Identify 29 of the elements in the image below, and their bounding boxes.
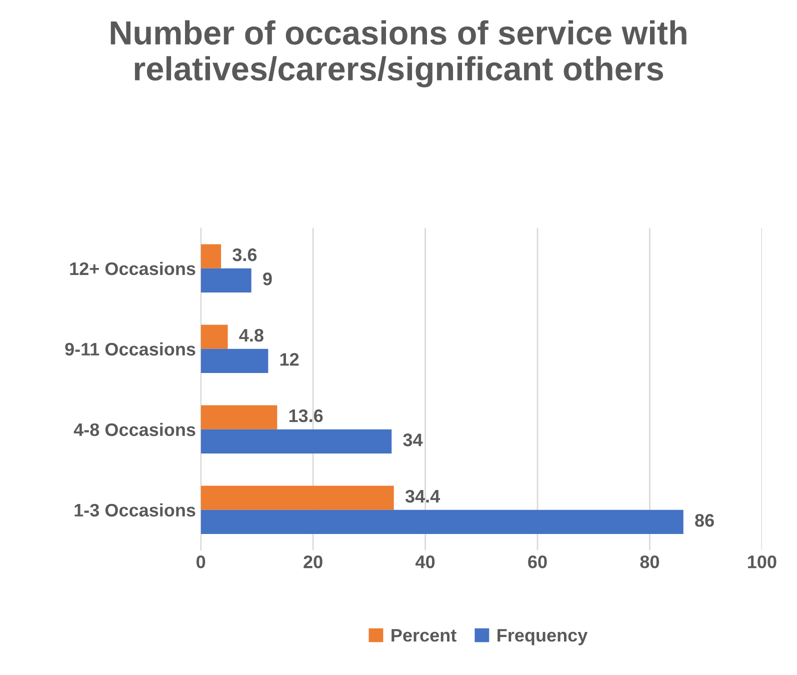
x-tick-label: 40 (416, 555, 435, 568)
x-tick-label: 80 (640, 555, 660, 568)
data-label: 3.6 (232, 248, 257, 262)
y-tick-label: 4-8 Occasions (74, 422, 196, 436)
bar (200, 244, 222, 268)
x-tick-label: 60 (528, 555, 547, 568)
data-label: 9 (263, 272, 272, 286)
legend-label: Percent (392, 629, 456, 642)
bar (200, 268, 252, 293)
bar (200, 324, 228, 349)
data-label: 34.4 (405, 490, 440, 503)
bar (200, 429, 392, 454)
legend-label: Frequency (498, 629, 588, 646)
x-tick-label: 20 (304, 555, 322, 568)
bar (200, 405, 278, 430)
data-label: 34 (403, 434, 423, 446)
data-label: 86 (695, 514, 714, 527)
y-tick-label: 12+ Occasions (70, 262, 196, 276)
bar (200, 486, 394, 510)
bar (200, 348, 268, 374)
chart-title: Number of occasions of service with relatives/carers/significant others (110, 20, 686, 88)
y-tick-label: 1-3 Occasions (74, 503, 196, 517)
data-label: 4.8 (239, 328, 264, 342)
data-label: 13.6 (289, 409, 323, 422)
bar (200, 510, 684, 534)
data-label: 12 (280, 353, 299, 366)
x-tick-label: 0 (196, 555, 206, 568)
x-tick-label: 100 (748, 555, 776, 568)
y-tick-label: 9-11 Occasions (65, 342, 196, 356)
